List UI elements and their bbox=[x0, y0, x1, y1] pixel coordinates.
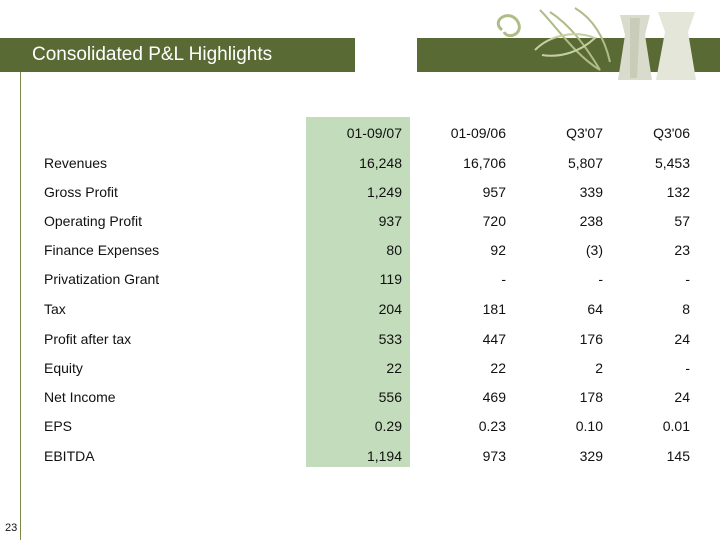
table-cell: 556 bbox=[378, 389, 402, 405]
row-label: Tax bbox=[44, 301, 66, 317]
table-cell: 339 bbox=[579, 184, 603, 200]
highlighted-column bbox=[306, 117, 410, 467]
table-cell: (3) bbox=[585, 242, 603, 258]
table-cell: 1,194 bbox=[366, 448, 402, 464]
table-cell: 204 bbox=[378, 301, 402, 317]
table-cell: - bbox=[685, 271, 690, 287]
page-title: Consolidated P&L Highlights bbox=[32, 44, 273, 65]
table-cell: 469 bbox=[482, 389, 506, 405]
table-cell: - bbox=[598, 271, 603, 287]
column-header: 01-09/06 bbox=[450, 125, 506, 141]
table-cell: 0.29 bbox=[374, 418, 402, 434]
row-label: Equity bbox=[44, 360, 83, 376]
table-cell: 23 bbox=[674, 242, 690, 258]
swirl-ornament-icon bbox=[496, 7, 696, 80]
table-cell: 329 bbox=[579, 448, 603, 464]
column-header: 01-09/07 bbox=[346, 125, 402, 141]
table-cell: 5,453 bbox=[654, 155, 690, 171]
table-cell: 2 bbox=[595, 360, 603, 376]
table-cell: 957 bbox=[482, 184, 506, 200]
row-label: EBITDA bbox=[44, 448, 95, 464]
table-cell: - bbox=[685, 360, 690, 376]
table-cell: 0.01 bbox=[662, 418, 690, 434]
row-label: Gross Profit bbox=[44, 184, 118, 200]
table-cell: 447 bbox=[482, 331, 506, 347]
table-cell: 119 bbox=[379, 271, 402, 287]
table-cell: 64 bbox=[587, 301, 603, 317]
table-cell: 132 bbox=[666, 184, 690, 200]
table-cell: 22 bbox=[490, 360, 506, 376]
row-label: Finance Expenses bbox=[44, 242, 160, 258]
table-cell: 80 bbox=[386, 242, 402, 258]
table-cell: 5,807 bbox=[567, 155, 603, 171]
table-cell: 533 bbox=[378, 331, 402, 347]
table-cell: 24 bbox=[674, 331, 690, 347]
table-cell: 92 bbox=[490, 242, 506, 258]
row-label: EPS bbox=[44, 418, 73, 434]
left-rule bbox=[20, 72, 21, 540]
table-cell: 16,248 bbox=[359, 155, 402, 171]
row-label: Net Income bbox=[44, 389, 116, 405]
column-header: Q3'06 bbox=[653, 125, 690, 141]
table-cell: 22 bbox=[386, 360, 402, 376]
table-cell: 178 bbox=[579, 389, 603, 405]
table-cell: 238 bbox=[579, 213, 603, 229]
table-cell: 181 bbox=[482, 301, 506, 317]
row-label: Operating Profit bbox=[44, 213, 143, 229]
table-cell: 1,249 bbox=[366, 184, 402, 200]
row-label: Privatization Grant bbox=[44, 271, 160, 287]
row-label: Revenues bbox=[44, 155, 108, 171]
table-cell: 176 bbox=[579, 331, 603, 347]
table-cell: 0.23 bbox=[478, 418, 506, 434]
table-cell: - bbox=[501, 271, 506, 287]
table-cell: 24 bbox=[674, 389, 690, 405]
table-cell: 16,706 bbox=[463, 155, 506, 171]
table-cell: 0.10 bbox=[575, 418, 603, 434]
column-header: Q3'07 bbox=[566, 125, 603, 141]
table-cell: 937 bbox=[378, 213, 402, 229]
table-cell: 8 bbox=[682, 301, 690, 317]
title-bar-gap bbox=[355, 38, 417, 72]
table-cell: 973 bbox=[482, 448, 506, 464]
table-cell: 145 bbox=[666, 448, 690, 464]
page-number: 23 bbox=[5, 522, 18, 534]
table-cell: 720 bbox=[482, 213, 506, 229]
table-cell: 57 bbox=[674, 213, 690, 229]
row-label: Profit after tax bbox=[44, 331, 132, 347]
